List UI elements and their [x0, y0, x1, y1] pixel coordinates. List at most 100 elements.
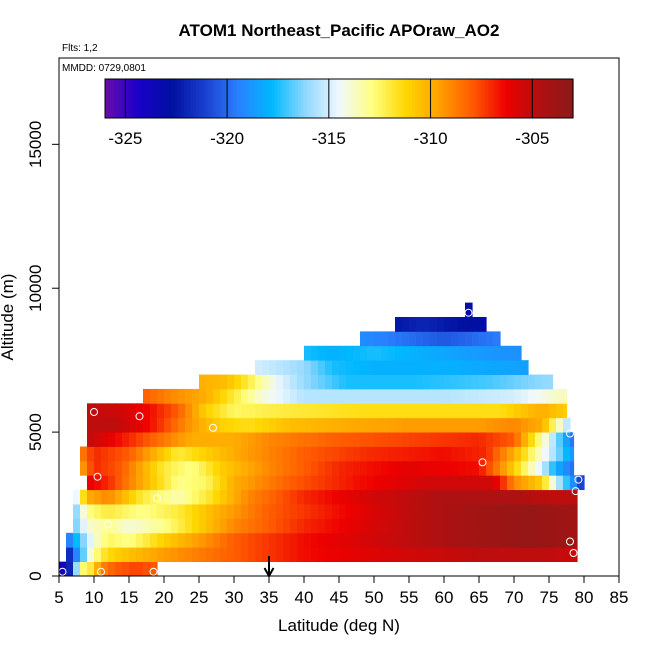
heatmap-cell: [87, 504, 95, 519]
heatmap-cell: [409, 475, 417, 491]
heatmap-cell: [136, 504, 144, 519]
heatmap-cell: [255, 518, 263, 534]
heatmap-cell: [388, 388, 396, 404]
heatmap-cell: [157, 532, 165, 548]
heatmap-cell: [556, 446, 564, 462]
heatmap-cell: [353, 532, 361, 548]
heatmap-cell: [325, 518, 333, 534]
heatmap-cell: [388, 475, 396, 491]
heatmap-cell: [479, 518, 487, 534]
heatmap-cell: [150, 460, 158, 476]
heatmap-cell: [199, 547, 207, 563]
heatmap-cell: [514, 475, 522, 491]
colorbar-segment: [473, 79, 478, 118]
heatmap-cell: [423, 446, 431, 462]
heatmap-cell: [500, 403, 508, 419]
colorbar-segment: [213, 79, 217, 118]
heatmap-cell: [374, 504, 382, 519]
heatmap-cell: [339, 489, 347, 505]
heatmap-cell: [241, 547, 249, 563]
colorbar-segment: [371, 79, 375, 118]
heatmap-cell: [206, 374, 214, 390]
heatmap-cell: [437, 446, 445, 462]
heatmap-cell: [402, 518, 410, 534]
heatmap-cell: [206, 446, 214, 462]
heatmap-cell: [465, 345, 473, 361]
heatmap-cell: [213, 446, 221, 462]
heatmap-cell: [157, 403, 165, 419]
heatmap-cell: [283, 374, 291, 390]
colorbar-segment: [137, 79, 141, 118]
colorbar-segment: [163, 79, 168, 118]
colorbar-segment: [508, 79, 513, 118]
heatmap-cell: [185, 518, 193, 534]
heatmap-cell: [395, 403, 403, 419]
heatmap-cell: [269, 388, 277, 404]
colorbar-tick-label: -320: [210, 129, 244, 148]
heatmap-cell: [395, 460, 403, 476]
heatmap-cell: [129, 446, 137, 462]
colorbar-segment: [222, 79, 226, 118]
heatmap-cell: [409, 489, 417, 505]
heatmap-cell: [269, 360, 277, 375]
heatmap-cell: [381, 475, 389, 491]
heatmap-cell: [101, 532, 109, 548]
heatmap-cell: [199, 446, 207, 462]
heatmap-cell: [500, 360, 508, 375]
heatmap-cell: [367, 417, 375, 433]
heatmap-cell: [563, 388, 568, 404]
heatmap-cell: [311, 532, 319, 548]
heatmap-cell: [570, 489, 578, 505]
heatmap-cell: [297, 532, 305, 548]
heatmap-cell: [486, 532, 494, 548]
heatmap-cell: [143, 460, 151, 476]
colorbar-segment: [362, 79, 366, 118]
heatmap-cell: [423, 374, 431, 390]
heatmap-cell: [255, 475, 263, 491]
heatmap-cell: [521, 374, 529, 390]
heatmap-cell: [346, 475, 354, 491]
heatmap-cell: [269, 417, 277, 433]
heatmap-cell: [430, 518, 438, 534]
heatmap-cell: [395, 518, 403, 534]
heatmap-cell: [353, 388, 361, 404]
heatmap-cell: [129, 417, 137, 433]
heatmap-cell: [493, 432, 501, 447]
heatmap-cell: [304, 388, 312, 404]
heatmap-cell: [227, 388, 235, 404]
heatmap-cell: [255, 532, 263, 548]
colorbar-segment: [546, 79, 551, 118]
heatmap-cell: [528, 489, 536, 505]
colorbar-segment: [160, 79, 165, 118]
heatmap-cell: [143, 403, 151, 419]
heatmap-cell: [143, 561, 151, 577]
heatmap-cell: [549, 504, 557, 519]
heatmap-cell: [332, 547, 340, 563]
heatmap-cell: [332, 417, 340, 433]
heatmap-cell: [444, 489, 452, 505]
heatmap-cell: [381, 547, 389, 563]
heatmap-cell: [479, 317, 487, 332]
heatmap-cell: [115, 518, 123, 534]
heatmap-cell: [507, 417, 515, 433]
colorbar-segment: [432, 79, 437, 118]
heatmap-cell: [472, 446, 480, 462]
heatmap-cell: [367, 345, 375, 361]
heatmap-cell: [115, 460, 123, 476]
heatmap-cell: [367, 432, 375, 447]
heatmap-cell: [444, 475, 452, 491]
heatmap-cell: [311, 345, 319, 361]
colorbar-segment: [289, 79, 293, 118]
heatmap-cell: [157, 475, 165, 491]
heatmap-cell: [276, 489, 284, 505]
heatmap-cell: [199, 489, 207, 505]
heatmap-cell: [171, 504, 179, 519]
colorbar-segment: [523, 79, 527, 118]
colorbar-segment: [204, 79, 208, 118]
heatmap-cell: [535, 417, 543, 433]
heatmap-cell: [367, 388, 375, 404]
heatmap-cell: [297, 489, 305, 505]
heatmap-cell: [458, 518, 466, 534]
heatmap-cell: [115, 532, 123, 548]
